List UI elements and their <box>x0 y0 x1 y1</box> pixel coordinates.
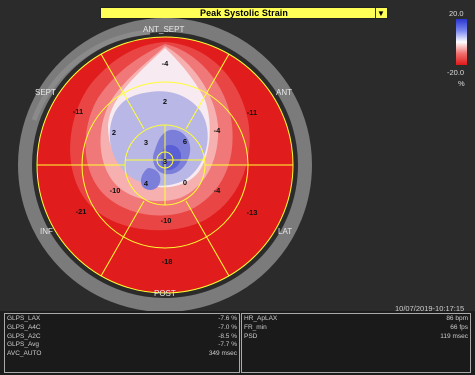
table-row: GLPS_A2C -8.5 % <box>7 333 237 342</box>
row-value: 349 msec <box>208 350 237 358</box>
row-value: -7.7 % <box>218 341 237 349</box>
contour-layer-blue-2 <box>161 144 182 171</box>
row-key: HR_ApLAX <box>244 315 278 322</box>
segment-value: -18 <box>162 257 173 266</box>
segment-value: -4 <box>214 186 221 195</box>
divider-5 <box>100 200 145 277</box>
table-row: GLPS_Avg -7.7 % <box>7 341 237 350</box>
wall-label-sept: SEPT <box>35 88 56 97</box>
contour-layer-blue-3 <box>140 168 161 190</box>
row-value: 66 fps <box>450 323 468 331</box>
parameter-dropdown[interactable]: Peak Systolic Strain ▼ <box>100 7 388 19</box>
table-row: GLPS_A4C -7.0 % <box>7 324 237 333</box>
wall-label-inf: INF <box>40 227 53 236</box>
segment-value: -4 <box>162 59 169 68</box>
row-key: GLPS_A2C <box>7 332 41 340</box>
segment-value: 2 <box>112 128 116 137</box>
divider-2 <box>185 53 230 130</box>
row-value: -7.6 % <box>218 315 237 322</box>
table-row: FR_min 66 fps <box>244 324 468 333</box>
wall-label-ant-sept: ANT_SEPT <box>143 25 184 34</box>
segment-value: 6 <box>183 137 187 146</box>
segment-value: -10 <box>110 186 121 195</box>
parameter-label: Peak Systolic Strain <box>199 8 289 18</box>
row-key: GLPS_LAX <box>7 315 41 322</box>
inner-arc-ring <box>31 29 151 121</box>
row-value: 119 msec <box>440 332 468 340</box>
segment-value: -13 <box>247 208 258 217</box>
segment-value: 0 <box>183 178 187 187</box>
segment-value: -10 <box>161 216 172 225</box>
segment-grid <box>36 36 294 294</box>
bullseye-plot: ANT_SEPT ANT LAT POST INF SEPT -4 -11 -1… <box>18 18 312 311</box>
table-row: GLPS_LAX -7.6 % <box>7 315 237 324</box>
wall-label-lat: LAT <box>278 227 292 236</box>
wall-label-ant: ANT <box>276 88 292 97</box>
segment-value: -21 <box>76 207 87 216</box>
table-row: AVC_AUTO 349 msec <box>7 350 237 359</box>
scale-max-label: 20.0 <box>449 9 464 18</box>
segment-value: -11 <box>73 107 83 116</box>
scale-unit-label: % <box>458 79 465 88</box>
row-value: 86 bpm <box>446 315 468 322</box>
row-key: FR_min <box>244 323 267 331</box>
row-key: GLPS_Avg <box>7 341 40 349</box>
segment-value: 2 <box>163 97 167 106</box>
row-key: AVC_AUTO <box>7 350 42 358</box>
wall-label-post: POST <box>154 289 176 298</box>
scale-min-label: -20.0 <box>447 68 465 77</box>
row-key: PSD <box>244 332 258 340</box>
divider-6 <box>185 200 230 277</box>
chevron-down-icon[interactable]: ▼ <box>375 8 386 18</box>
row-value: -7.0 % <box>218 323 237 331</box>
row-value: -8.5 % <box>218 332 237 340</box>
table-row: PSD 119 msec <box>244 333 468 342</box>
segment-value: -4 <box>214 126 221 135</box>
divider-1 <box>100 53 145 130</box>
acquisition-info-panel: HR_ApLAX 86 bpm FR_min 66 fps PSD 119 msec <box>241 313 471 373</box>
global-strain-panel: GLPS_LAX -7.6 % GLPS_A4C -7.0 % GLPS_A2C -8… <box>4 313 240 373</box>
acquisition-timestamp: 10/07/2019-10:17:15 <box>395 304 465 313</box>
segment-value: 3 <box>144 138 148 147</box>
segment-value: 3 <box>163 157 167 166</box>
segment-value: 4 <box>144 179 149 188</box>
color-scale-bar <box>456 19 467 65</box>
table-row: HR_ApLAX 86 bpm <box>244 315 468 324</box>
row-key: GLPS_A4C <box>7 323 41 331</box>
segment-value: -11 <box>247 108 257 117</box>
outer-ring <box>18 18 312 311</box>
